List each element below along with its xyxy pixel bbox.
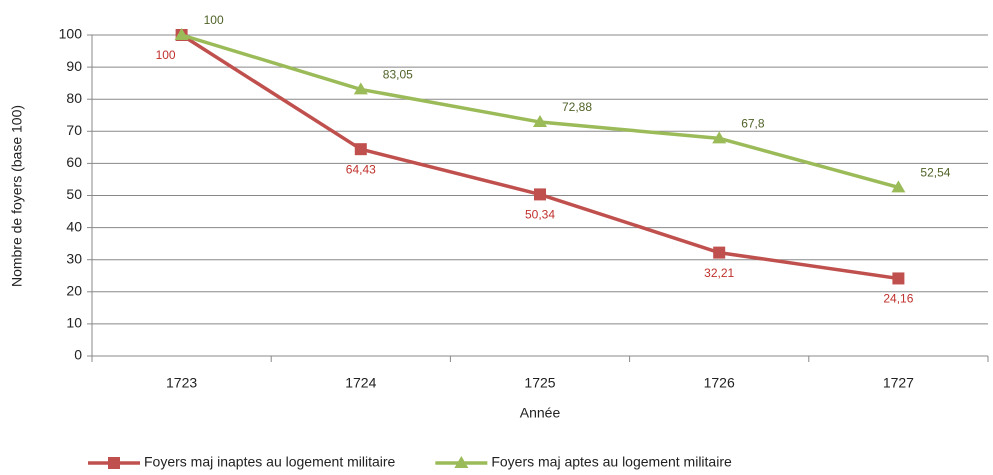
x-tick-label: 1725 xyxy=(524,375,555,391)
y-tick-label: 20 xyxy=(66,283,82,299)
x-tick-label: 1727 xyxy=(883,375,914,391)
data-label: 100 xyxy=(204,13,224,27)
data-label: 83,05 xyxy=(383,68,413,82)
y-tick-label: 30 xyxy=(66,250,82,266)
data-label: 64,43 xyxy=(346,162,376,176)
y-tick-label: 0 xyxy=(74,347,82,363)
x-tick-label: 1723 xyxy=(166,375,197,391)
point-marker xyxy=(533,115,547,128)
y-tick-label: 70 xyxy=(66,122,82,138)
legend-label: Foyers maj aptes au logement militaire xyxy=(491,454,732,470)
data-label: 32,21 xyxy=(704,266,734,280)
legend-marker xyxy=(454,456,469,468)
point-marker xyxy=(534,188,546,201)
data-label: 100 xyxy=(156,48,176,62)
y-tick-label: 90 xyxy=(66,58,82,74)
y-tick-label: 50 xyxy=(66,186,82,202)
point-marker xyxy=(353,82,368,95)
x-axis-title: Année xyxy=(520,405,561,421)
y-axis-title: Nombre de foyers (base 100) xyxy=(9,105,25,287)
legend-marker xyxy=(108,457,120,469)
data-label: 67,8 xyxy=(741,117,765,131)
y-tick-label: 80 xyxy=(66,90,82,106)
x-tick-label: 1724 xyxy=(345,375,376,391)
data-label: 72,88 xyxy=(562,100,592,114)
series-line xyxy=(181,33,899,190)
point-marker xyxy=(174,28,189,40)
data-label: 50,34 xyxy=(525,208,555,222)
point-marker xyxy=(892,272,905,285)
point-marker xyxy=(891,180,906,193)
y-tick-label: 40 xyxy=(66,218,82,234)
y-tick-label: 100 xyxy=(59,26,83,42)
point-marker xyxy=(354,143,367,156)
legend-label: Foyers maj inaptes au logement militaire xyxy=(144,454,396,470)
x-tick-label: 1726 xyxy=(704,375,735,391)
point-marker xyxy=(712,131,727,144)
data-label: 24,16 xyxy=(883,292,913,306)
y-tick-label: 10 xyxy=(66,315,82,331)
data-label: 52,54 xyxy=(920,166,950,180)
point-marker xyxy=(713,246,726,259)
y-tick-label: 60 xyxy=(66,154,82,170)
